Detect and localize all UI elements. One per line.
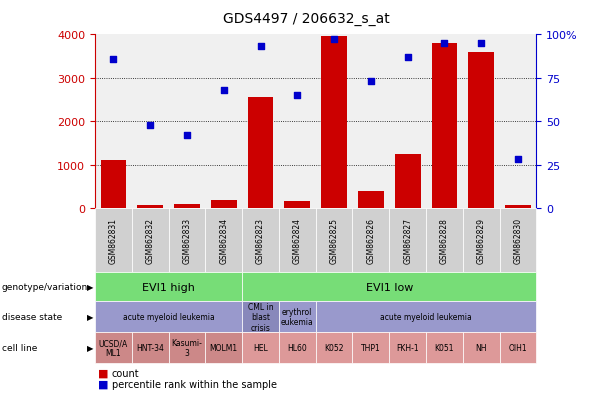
Text: K051: K051	[435, 344, 454, 352]
Bar	[505, 205, 531, 209]
Point	[145, 122, 155, 128]
Text: acute myeloid leukemia: acute myeloid leukemia	[123, 313, 215, 321]
Bar	[432, 44, 457, 209]
Text: GDS4497 / 206632_s_at: GDS4497 / 206632_s_at	[223, 12, 390, 26]
Bar	[137, 206, 163, 209]
Text: cell line: cell line	[2, 344, 37, 352]
Text: GSM862824: GSM862824	[293, 218, 302, 263]
Text: MOLM1: MOLM1	[210, 344, 238, 352]
Point	[476, 40, 486, 47]
Text: erythrol
eukemia: erythrol eukemia	[281, 307, 314, 327]
Text: percentile rank within the sample: percentile rank within the sample	[112, 379, 276, 389]
Text: disease state: disease state	[2, 313, 62, 321]
Text: Kasumi-
3: Kasumi- 3	[172, 338, 202, 358]
Text: EVI1 low: EVI1 low	[365, 282, 413, 292]
Text: ▶: ▶	[87, 344, 93, 352]
Point	[182, 133, 192, 139]
Bar	[321, 37, 347, 209]
Text: GSM862830: GSM862830	[514, 218, 522, 263]
Text: NH: NH	[476, 344, 487, 352]
Text: GSM862829: GSM862829	[477, 218, 485, 263]
Bar	[395, 154, 421, 209]
Text: GSM862825: GSM862825	[330, 218, 338, 263]
Point	[256, 44, 265, 50]
Text: GSM862827: GSM862827	[403, 218, 412, 263]
Text: EVI1 high: EVI1 high	[142, 282, 195, 292]
Bar	[284, 201, 310, 209]
Text: OIH1: OIH1	[509, 344, 527, 352]
Text: genotype/variation: genotype/variation	[2, 282, 88, 292]
Text: count: count	[112, 368, 139, 378]
Point	[366, 78, 376, 85]
Text: FKH-1: FKH-1	[397, 344, 419, 352]
Bar	[211, 200, 237, 209]
Bar	[358, 192, 384, 209]
Text: GSM862833: GSM862833	[183, 218, 191, 263]
Point	[292, 93, 302, 99]
Text: HNT-34: HNT-34	[136, 344, 164, 352]
Text: CML in
blast
crisis: CML in blast crisis	[248, 302, 273, 332]
Text: GSM862828: GSM862828	[440, 218, 449, 263]
Text: K052: K052	[324, 344, 344, 352]
Text: UCSD/A
ML1: UCSD/A ML1	[99, 338, 128, 358]
Text: ■: ■	[98, 379, 109, 389]
Text: HL60: HL60	[287, 344, 307, 352]
Point	[329, 37, 339, 44]
Point	[109, 56, 118, 63]
Point	[513, 157, 523, 163]
Bar	[101, 161, 126, 209]
Text: ▶: ▶	[87, 313, 93, 321]
Text: GSM862832: GSM862832	[146, 218, 154, 263]
Point	[403, 55, 413, 61]
Bar	[248, 97, 273, 209]
Text: THP1: THP1	[361, 344, 381, 352]
Text: GSM862831: GSM862831	[109, 218, 118, 263]
Text: HEL: HEL	[253, 344, 268, 352]
Text: GSM862823: GSM862823	[256, 218, 265, 263]
Text: GSM862826: GSM862826	[367, 218, 375, 263]
Bar	[174, 204, 200, 209]
Text: ▶: ▶	[87, 282, 93, 292]
Point	[219, 87, 229, 94]
Text: GSM862834: GSM862834	[219, 218, 228, 263]
Point	[440, 40, 449, 47]
Bar	[468, 53, 494, 209]
Text: ■: ■	[98, 368, 109, 378]
Text: acute myeloid leukemia: acute myeloid leukemia	[380, 313, 472, 321]
